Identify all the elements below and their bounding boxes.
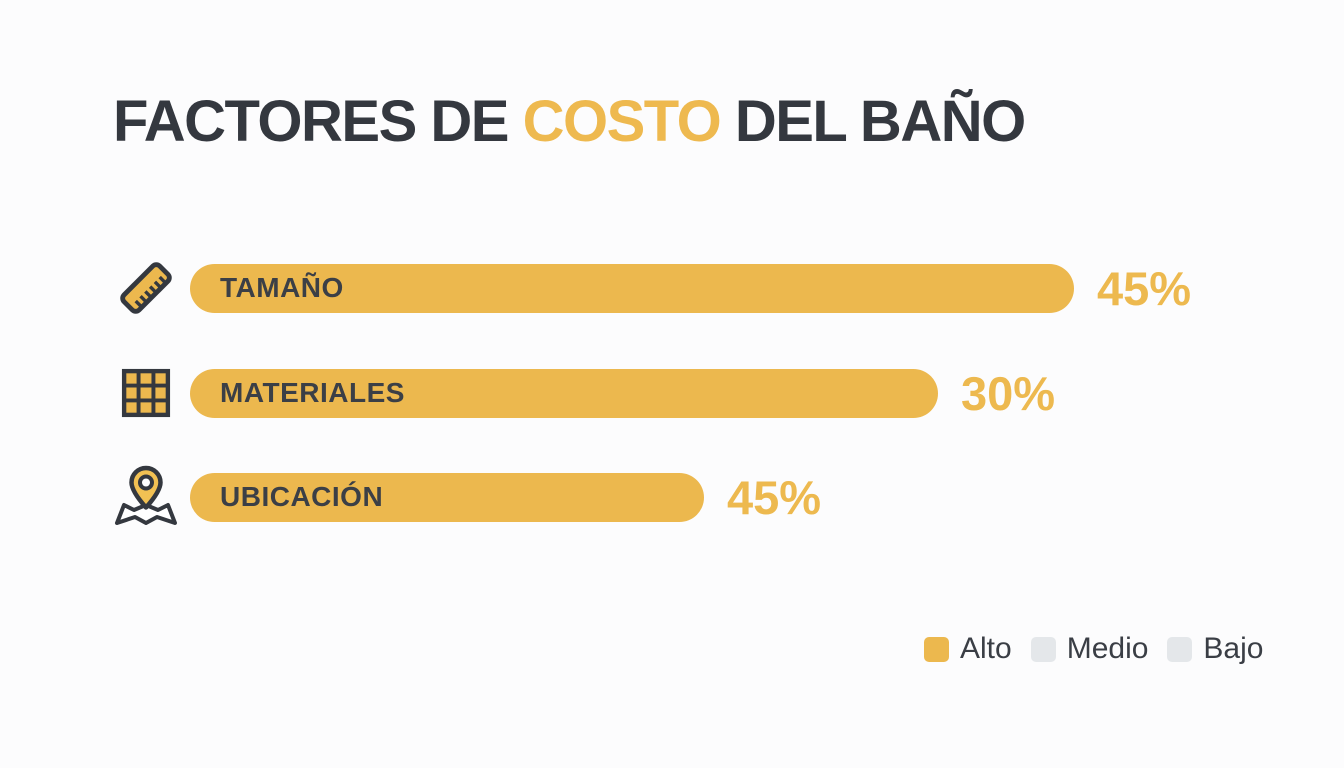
legend-item-medio: Medio <box>1030 632 1149 666</box>
bar-ubicacion: UBICACIÓN <box>190 472 704 522</box>
bar-value-tamano: 45% <box>1097 261 1192 315</box>
tiles-icon <box>114 361 178 425</box>
legend-swatch-bajo <box>1167 636 1193 662</box>
legend-label-medio: Medio <box>1066 632 1149 665</box>
legend-swatch-alto <box>924 636 949 662</box>
title-prefix: FACTORES DE <box>113 89 523 154</box>
legend: Alto Medio Bajo <box>924 632 1263 666</box>
legend-swatch-medio <box>1030 636 1056 662</box>
bar-row-materiales: MATERIALES 30% <box>114 364 1055 422</box>
map-pin-icon <box>114 465 178 529</box>
bar-materiales: MATERIALES <box>190 368 938 418</box>
ruler-icon <box>114 256 178 320</box>
legend-label-bajo: Bajo <box>1203 632 1264 665</box>
bar-label-tamano: TAMAÑO <box>220 272 344 303</box>
bar-label-ubicacion: UBICACIÓN <box>220 481 384 512</box>
legend-label-alto: Alto <box>960 632 1012 665</box>
bar-tamano: TAMAÑO <box>190 263 1074 313</box>
page-title: FACTORES DE COSTO DEL BAÑO <box>113 88 1026 155</box>
bar-value-materiales: 30% <box>961 366 1056 420</box>
bar-row-tamano: TAMAÑO 45% <box>114 259 1191 317</box>
title-highlight: COSTO <box>522 89 722 154</box>
bar-value-ubicacion: 45% <box>727 470 822 524</box>
legend-item-alto: Alto <box>924 632 1012 666</box>
bar-label-materiales: MATERIALES <box>220 377 405 408</box>
legend-item-bajo: Bajo <box>1167 632 1263 666</box>
bar-row-ubicacion: UBICACIÓN 45% <box>114 465 822 529</box>
title-suffix: DEL BAÑO <box>720 89 1026 154</box>
